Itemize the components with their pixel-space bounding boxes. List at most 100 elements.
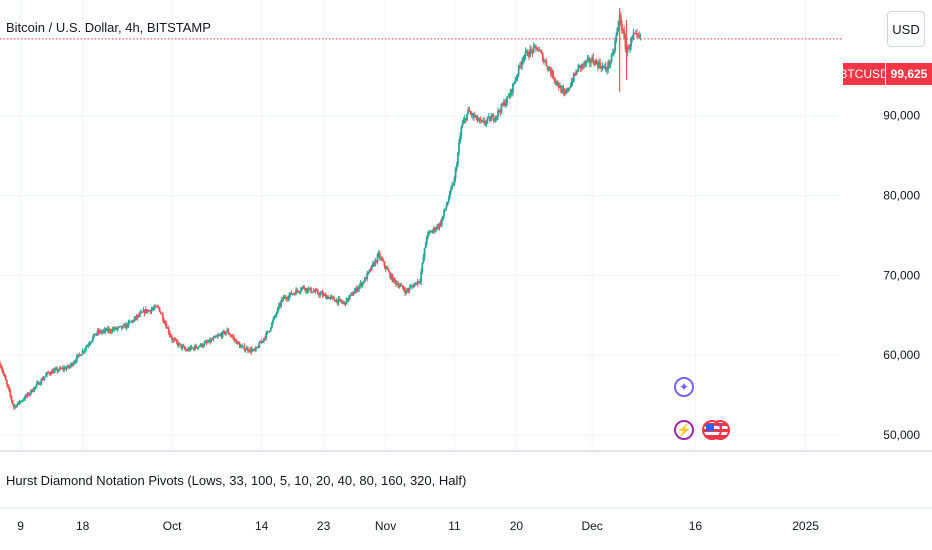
candle-body (539, 50, 542, 52)
candle-body (246, 347, 249, 352)
candle-body (637, 33, 639, 36)
candle-body (459, 135, 462, 143)
candle-body (5, 380, 8, 385)
x-tick-label: Dec (581, 519, 602, 533)
candle-body (95, 333, 98, 336)
candle-body (574, 73, 576, 75)
last-price-symbol-tag: BTCUSD (839, 63, 889, 85)
candle-body (102, 330, 105, 332)
candle-body (279, 304, 281, 306)
candle-body (439, 223, 442, 226)
candle-body (405, 289, 408, 293)
currency-button[interactable]: USD (887, 11, 925, 47)
candle-body (306, 287, 309, 292)
candle-body (30, 389, 32, 394)
candle-body (361, 281, 364, 286)
candle-body (15, 405, 17, 407)
candle-body (546, 65, 549, 69)
candle-body (331, 296, 334, 298)
candle-body (206, 342, 209, 344)
candle-body (264, 338, 266, 340)
candle-body (571, 81, 574, 83)
candle-body (377, 253, 380, 256)
candle-body (474, 116, 476, 118)
candle-body (567, 88, 569, 91)
candle-body (453, 178, 456, 185)
candle-body (580, 64, 583, 69)
candle-body (392, 277, 395, 282)
candle-body (275, 313, 278, 316)
candle-body (630, 38, 633, 47)
candle-body (249, 348, 252, 352)
candle-body (576, 71, 579, 73)
indicator-legend[interactable]: Hurst Diamond Notation Pivots (Lows, 33,… (6, 473, 467, 488)
candle-body (224, 331, 226, 335)
candle-body (629, 46, 631, 50)
us-flag-event-icon-second[interactable] (702, 420, 722, 440)
candle-body (450, 188, 452, 192)
candle-body (233, 337, 235, 340)
candle-body (351, 293, 354, 296)
candle-body (31, 389, 34, 392)
candle-body (179, 343, 182, 345)
candle-body (432, 227, 435, 231)
candle-body (337, 298, 340, 304)
candle-body (639, 35, 642, 38)
candle-body (170, 335, 172, 338)
candle-body (213, 336, 216, 338)
candle-body (446, 202, 449, 206)
candle-body (556, 81, 559, 86)
candle-body (484, 123, 487, 125)
candle-body (85, 346, 87, 350)
candle-body (421, 262, 424, 272)
candlestick-series (0, 7, 642, 410)
candle-body (34, 386, 37, 388)
candle-body (204, 341, 207, 343)
candle-body (299, 290, 302, 292)
candle-body (186, 350, 188, 352)
candle-body (347, 297, 350, 301)
candle-body (601, 66, 604, 70)
candle-body (591, 57, 594, 62)
candle-body (415, 282, 418, 285)
candle-body (100, 330, 102, 333)
candle-body (128, 321, 131, 323)
candle-body (201, 343, 203, 347)
candle-body (3, 373, 6, 377)
candle-body (555, 81, 558, 83)
candle-body (8, 387, 11, 391)
candle-body (205, 341, 208, 343)
candle-body (75, 355, 78, 362)
candle-body (610, 54, 613, 62)
candle-body (281, 297, 284, 301)
candle-body (24, 395, 27, 400)
candle-body (528, 56, 530, 58)
candle-body (9, 390, 12, 396)
lightning-event-icon[interactable]: ⚡ (674, 420, 694, 440)
candle-body (524, 51, 527, 56)
diamond-event-icon[interactable]: ✦ (674, 377, 694, 397)
candle-body (563, 91, 566, 94)
candle-body (62, 368, 65, 370)
candle-body (406, 289, 409, 291)
candle-body (417, 281, 420, 283)
candle-body (541, 53, 544, 62)
candle-body (352, 293, 355, 296)
candle-body (228, 333, 231, 335)
candle-body (143, 309, 146, 314)
candle-body (359, 283, 362, 286)
candle-body (296, 289, 299, 291)
candle-body (38, 382, 40, 385)
candle-body (321, 292, 324, 296)
candle-body (277, 304, 280, 309)
candle-body (349, 294, 351, 298)
candle-body (412, 286, 415, 288)
candle-body (570, 81, 573, 87)
candle-body (518, 65, 521, 67)
candle-body (111, 328, 114, 332)
candle-body (82, 350, 85, 352)
candle-body (458, 142, 460, 153)
candle-body (214, 336, 217, 338)
candle-body (195, 345, 198, 348)
